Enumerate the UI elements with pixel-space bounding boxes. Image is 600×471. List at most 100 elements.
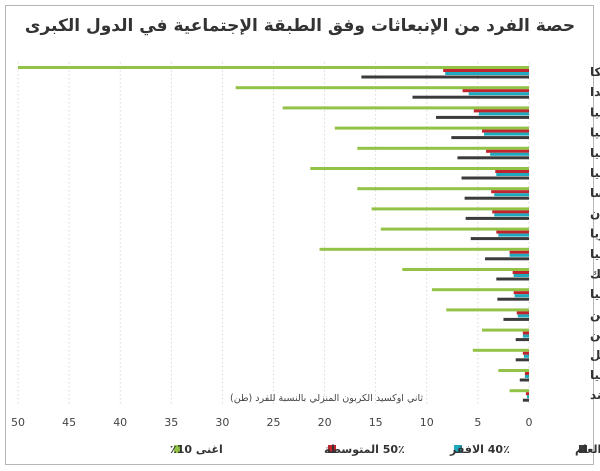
bar-0-3 (334, 126, 529, 130)
bar-1-3 (481, 129, 529, 133)
bar-3-5 (461, 176, 529, 180)
bar-3-8 (470, 237, 529, 241)
category-label: المكسيك (590, 267, 600, 281)
x-tick-label: 40 (113, 416, 127, 429)
bar-3-10 (496, 277, 529, 281)
category-label: المانيا (590, 126, 600, 140)
bar-1-5 (495, 170, 529, 173)
legend-label: 40٪ الافقر (449, 443, 510, 456)
category-label: الهند (590, 388, 600, 402)
bar-0-14 (472, 348, 529, 352)
bar-0-10 (402, 268, 529, 271)
bar-0-15 (498, 369, 529, 372)
category-label: اليابان (590, 206, 600, 220)
chart-title: حصة الفرد من الإنبعاثات وفق الطبقة الإجت… (24, 16, 576, 36)
bar-2-14 (523, 354, 529, 358)
bar-1-12 (516, 311, 529, 315)
bar-2-2 (478, 112, 529, 116)
legend-swatch (328, 445, 336, 453)
bar-1-1 (462, 89, 529, 93)
category-label: اميركا (590, 65, 600, 79)
x-tick-label: 25 (267, 416, 281, 429)
bar-3-7 (465, 216, 529, 220)
bar-0-1 (235, 86, 529, 90)
category-label: بريطانيا (590, 105, 600, 119)
bar-1-0 (443, 69, 529, 72)
x-tick-label: 35 (164, 416, 178, 429)
bar-1-11 (513, 291, 529, 295)
bar-1-14 (522, 351, 529, 355)
bar-1-6 (491, 190, 529, 194)
category-label: إيطاليا (590, 146, 600, 160)
bar-0-8 (380, 227, 529, 231)
category-label: كوريا (590, 227, 600, 242)
category-label: الصين (590, 328, 600, 342)
bar-0-2 (282, 106, 529, 110)
bar-3-0 (361, 75, 529, 79)
bar-0-11 (431, 288, 529, 292)
category-label: ج. افريقيا (590, 247, 600, 261)
bar-1-8 (496, 230, 529, 234)
bar-2-3 (484, 132, 529, 136)
x-tick-label: 5 (474, 416, 481, 429)
bar-0-9 (319, 247, 529, 251)
chart-frame (5, 5, 594, 465)
bar-1-16 (525, 392, 529, 396)
bar-2-15 (524, 375, 529, 378)
x-tick-label: 20 (318, 416, 332, 429)
bar-2-8 (498, 233, 529, 237)
bar-2-5 (496, 173, 529, 176)
bar-2-11 (514, 294, 529, 298)
bar-0-5 (310, 167, 529, 170)
bar-1-13 (522, 331, 529, 335)
bar-2-16 (526, 395, 529, 399)
bar-3-16 (522, 398, 529, 402)
bar-2-12 (517, 314, 529, 318)
bar-2-4 (490, 152, 529, 156)
x-tick-label: 45 (62, 416, 76, 429)
bar-3-14 (515, 358, 529, 362)
bar-1-4 (486, 149, 529, 153)
bar-1-2 (473, 109, 529, 113)
legend-label: المعدل العام (575, 443, 600, 456)
bar-0-13 (481, 328, 529, 332)
bar-3-1 (412, 95, 529, 99)
category-label: روسيا (590, 166, 600, 181)
bar-3-3 (451, 136, 529, 140)
bar-3-4 (457, 156, 529, 160)
x-tick-label: 15 (369, 416, 383, 429)
legend-label: 50٪ المتوسطة (324, 443, 405, 456)
bar-3-12 (503, 317, 529, 321)
category-label: تركيا (590, 287, 600, 301)
bar-2-13 (522, 334, 529, 338)
bar-2-1 (468, 92, 529, 96)
bar-3-15 (519, 378, 529, 382)
bar-2-9 (509, 253, 529, 257)
bar-3-13 (515, 338, 529, 342)
bar-0-12 (446, 308, 529, 312)
bar-1-15 (524, 372, 529, 375)
category-label: البرازيل (590, 348, 600, 362)
bar-0-0 (18, 66, 529, 69)
bar-2-6 (494, 193, 529, 197)
x-tick-label: 30 (215, 416, 229, 429)
bar-3-9 (485, 257, 529, 261)
category-label: الارجنتين (590, 307, 600, 321)
bar-1-7 (492, 210, 529, 214)
x-tick-label: 50 (11, 416, 25, 429)
x-tick-label: 0 (526, 416, 533, 429)
legend-swatch (174, 445, 182, 453)
bar-2-7 (494, 213, 529, 217)
bar-0-4 (357, 146, 529, 150)
bar-3-11 (497, 297, 529, 301)
category-label: اندونيسيا (590, 368, 600, 383)
x-axis-title: ثاني اوكسيد الكربون المنزلي بالنسبة للفر… (230, 393, 423, 404)
bar-3-2 (435, 115, 529, 119)
legend-swatch (579, 445, 587, 453)
legend-label: اغنى 10٪ (170, 443, 223, 456)
bar-0-6 (357, 187, 529, 191)
category-label: كندا (590, 85, 600, 99)
bar-2-0 (445, 72, 529, 75)
x-tick-label: 10 (420, 416, 434, 429)
